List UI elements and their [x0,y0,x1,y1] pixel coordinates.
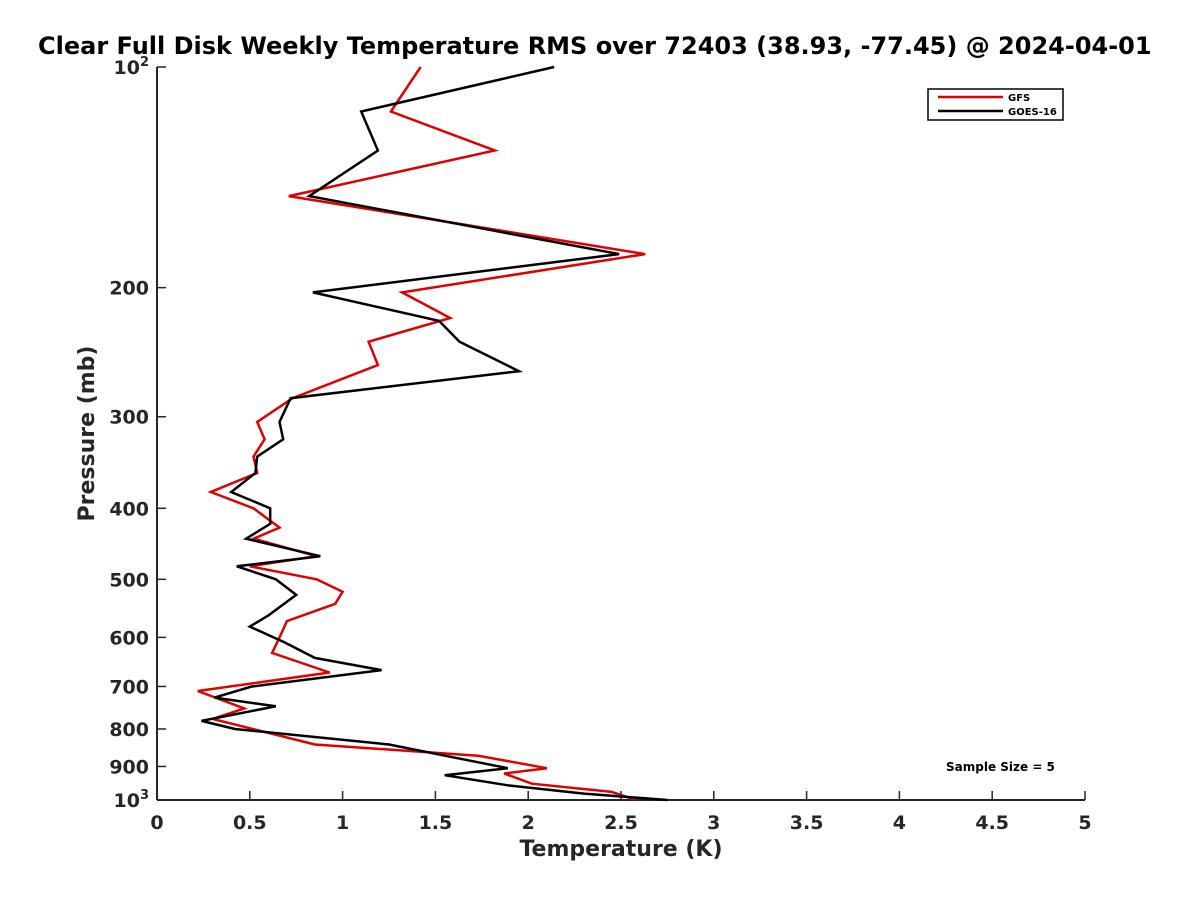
x-tick-label: 3 [707,812,720,834]
sample-size-annotation: Sample Size = 5 [946,760,1055,774]
y-tick-label: 900 [109,756,149,778]
y-tick-label-base: 10 [114,790,140,812]
x-tick-label: 2.5 [604,812,638,834]
plot-area: 0 0.5 1 1.5 2 2.5 3 3.5 4 4.5 5 102200300400500600… [109,55,1091,834]
x-tick-label: 4 [893,812,906,834]
legend-label-goes16: GOES-16 [1008,107,1057,118]
y-tick-label: 200 [109,278,149,300]
series-line-goes16 [201,65,668,802]
x-tick-label: 4.5 [975,812,1009,834]
x-tick-label: 0 [150,812,163,834]
y-tick-label: 300 [109,407,149,429]
y-tick-label: 600 [109,627,149,649]
y-tick-label: 400 [109,498,149,520]
y-tick-label: 800 [109,719,149,741]
x-axis-ticks: 0 0.5 1 1.5 2 2.5 3 3.5 4 4.5 5 [150,791,1092,834]
chart-title: Clear Full Disk Weekly Temperature RMS o… [38,32,1152,60]
legend: GFS GOES-16 [927,88,1064,121]
y-axis-label: Pressure (mb) [75,346,100,522]
series-line-gfs [197,66,646,802]
x-axis-label: Temperature (K) [519,837,722,862]
y-tick-label: 102 [114,55,150,79]
x-tick-label: 5 [1078,812,1091,834]
y-tick-label: 500 [109,569,149,591]
x-tick-label: 0.5 [233,812,267,834]
y-tick-label-base: 10 [114,57,140,79]
series-lines [197,65,668,802]
y-tick-label: 700 [109,676,149,698]
y-tick-label-exponent: 2 [140,55,149,70]
y-tick-label: 103 [114,788,150,812]
x-tick-label: 3.5 [790,812,824,834]
x-tick-label: 2 [522,812,535,834]
x-tick-label: 1 [336,812,349,834]
legend-box [927,88,1064,121]
legend-label-gfs: GFS [1008,93,1030,104]
x-tick-label: 1.5 [419,812,453,834]
y-tick-label-exponent: 3 [140,788,149,803]
